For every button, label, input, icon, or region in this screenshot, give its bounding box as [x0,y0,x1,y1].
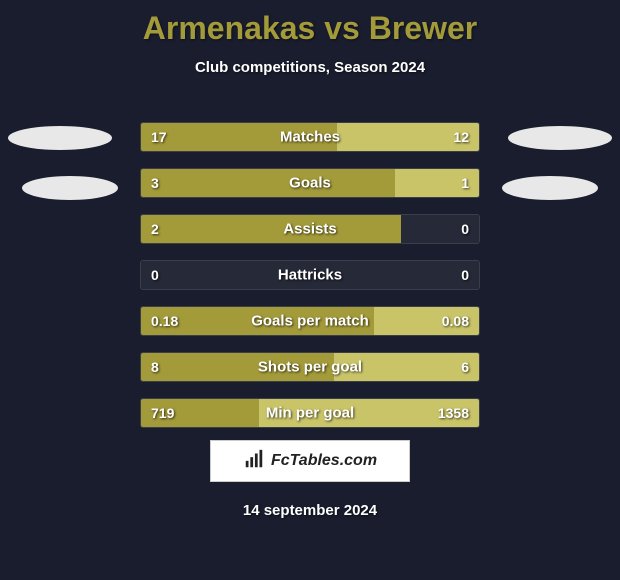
page-title: Armenakas vs Brewer [0,0,620,47]
stat-row: 0.18 0.08 Goals per match [140,306,480,336]
brand-text: FcTables.com [271,452,377,470]
stats-container: 17 12 Matches 3 1 Goals 2 0 Assists 0 0 Hattricks 0.… [140,122,480,444]
stat-row: 2 0 Assists [140,214,480,244]
stat-value-right: 0.08 [442,313,469,329]
avatar-left-placeholder-shadow [22,176,118,200]
stat-label: Assists [283,221,336,238]
stat-value-right: 1 [461,175,469,191]
avatar-left-placeholder [8,126,112,150]
stat-value-right: 12 [453,129,469,145]
stat-value-left: 0.18 [151,313,178,329]
avatar-right-placeholder [508,126,612,150]
stat-label: Goals per match [251,313,369,330]
stat-row: 3 1 Goals [140,168,480,198]
stat-label: Goals [289,175,331,192]
stat-row: 719 1358 Min per goal [140,398,480,428]
stat-value-left: 3 [151,175,159,191]
subtitle: Club competitions, Season 2024 [0,59,620,76]
stat-value-left: 8 [151,359,159,375]
avatar-right-placeholder-shadow [502,176,598,200]
stat-value-left: 719 [151,405,174,421]
stat-value-right: 0 [461,267,469,283]
stat-value-right: 0 [461,221,469,237]
stat-label: Min per goal [266,405,354,422]
stat-row: 0 0 Hattricks [140,260,480,290]
date-text: 14 september 2024 [243,502,377,519]
bar-left [141,215,401,243]
chart-icon [243,448,265,475]
stat-label: Matches [280,129,340,146]
stat-label: Hattricks [278,267,342,284]
stat-value-left: 17 [151,129,167,145]
stat-row: 17 12 Matches [140,122,480,152]
stat-value-right: 1358 [438,405,469,421]
bar-left [141,169,395,197]
stat-value-left: 0 [151,267,159,283]
brand-badge: FcTables.com [210,440,410,482]
stat-value-right: 6 [461,359,469,375]
stat-value-left: 2 [151,221,159,237]
stat-row: 8 6 Shots per goal [140,352,480,382]
stat-label: Shots per goal [258,359,362,376]
